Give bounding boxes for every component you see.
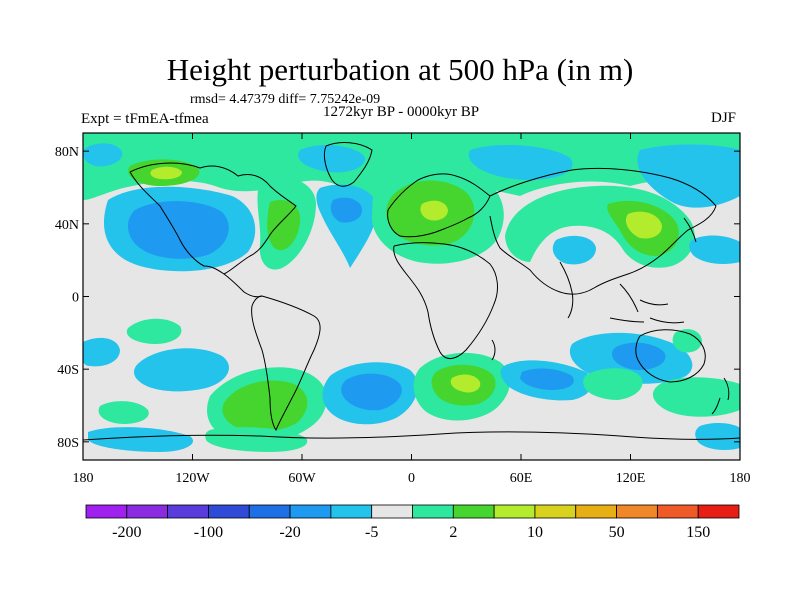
lon-tick-label: 60W [288,471,316,486]
coast-greenland [323,142,373,187]
lon-tick-label: 180 [73,471,94,486]
colorbar-swatch [208,504,250,519]
colorbar-swatch [167,504,209,519]
anomaly-antarctic-negative-east [695,422,740,450]
anomaly-greenland-negative [298,144,366,173]
coast-japan [683,217,697,243]
colorbar-label: 10 [527,524,543,541]
lat-tick-label: 80S [57,436,79,451]
anomaly-europe-peak [420,200,448,221]
anomaly-south-africa-peak [450,374,481,393]
stats-label: rmsd= 4.47379 diff= 7.75242e-09 [190,92,381,107]
lat-tick-label: 40S [57,363,79,378]
coast-africa [393,242,498,359]
colorbar-label: 150 [686,524,710,541]
anomaly-antarctic-negative [88,427,194,452]
anomaly-south-pacific-negative-west [83,337,120,367]
colorbar-swatch [575,504,617,519]
anomaly-south-pacific-negative [134,348,229,392]
anomaly-america-positive-core [267,200,301,251]
colorbar: -200 -100 -20 -5 2 10 50 150 [85,504,740,541]
colorbar-swatch [697,504,740,519]
colorbar-swatch [330,504,373,519]
colorbar-swatch [616,504,658,519]
lat-tick-label: 80N [55,145,79,160]
lat-tick-label: 0 [72,291,79,306]
colorbar-swatch [85,504,128,519]
anomaly-southern-ocean-positive [583,368,643,400]
colorbar-label: -20 [279,524,300,541]
coast-north-america [129,162,297,275]
coast-new-zealand [711,377,730,415]
anomaly-arctic-negative-siberia [468,144,573,180]
anomaly-south-pacific-positive-west [98,401,149,424]
anomaly-north-atlantic-core [330,197,362,223]
coast-madagascar [491,339,496,361]
coast-antarctica [83,431,740,441]
lat-tick-label: 40N [55,218,79,233]
anomaly-arctic-peak [150,166,182,180]
coast-southeast-asia [619,283,669,313]
coast-europe [387,173,491,238]
lon-tick-label: 120W [175,471,210,486]
chart-title: Height perturbation at 500 hPa (in m) [166,52,634,87]
coast-india [559,261,574,319]
colorbar-swatch [493,504,536,519]
season-label: DJF [711,110,737,126]
colorbar-swatch [412,504,454,519]
anomaly-field [83,133,740,460]
lon-tick-label: 180 [730,471,751,486]
anomaly-central-asia-negative [552,235,596,265]
colorbar-label: 50 [609,524,625,541]
lon-tick-label: 120E [616,471,646,486]
anomaly-asia-peak [625,211,662,239]
anomaly-antarctic-positive [205,427,308,452]
colorbar-swatch [656,504,699,519]
anomaly-north-pacific-core [127,201,229,259]
anomaly-australia-core [612,342,666,370]
coast-asia [489,167,717,295]
coast-south-america [251,295,321,432]
anomaly-south-indian-positive [652,377,740,417]
latitude-axis: 80N 40N 0 40S 80S [55,145,740,451]
colorbar-swatch [452,504,495,519]
colorbar-swatch [371,504,413,519]
colorbar-swatch [534,504,577,519]
coastlines [83,142,740,441]
experiment-label: Expt = tFmEA-tfmea [81,111,209,127]
anomaly-south-atlantic-core [341,373,402,411]
period-label: 1272kyr BP - 0000kyr BP [323,104,480,120]
colorbar-label: -200 [112,524,141,541]
anomaly-indian-ocean-core [520,368,574,390]
longitude-axis: 180 120W 60W 0 60E 120E 180 [73,133,751,486]
colorbar-swatch [289,504,332,519]
coast-australia [635,329,706,383]
anomaly-tropical-pacific-positive [126,318,182,344]
lon-tick-label: 0 [408,471,415,486]
coast-indonesia [609,317,685,324]
colorbar-swatch [126,504,169,519]
anomaly-australia-north-positive [672,329,702,353]
coast-central-america [223,273,263,298]
anomaly-south-america-core [222,380,308,432]
colorbar-swatch [248,504,291,519]
anomaly-east-pacific-negative [689,235,740,264]
anomaly-arctic-negative-west [83,143,123,167]
colorbar-label: -100 [194,524,223,541]
lon-tick-label: 60E [510,471,533,486]
colorbar-label: -5 [365,524,378,541]
colorbar-label: 2 [449,524,457,541]
anomaly-arctic-negative-east [637,144,740,208]
